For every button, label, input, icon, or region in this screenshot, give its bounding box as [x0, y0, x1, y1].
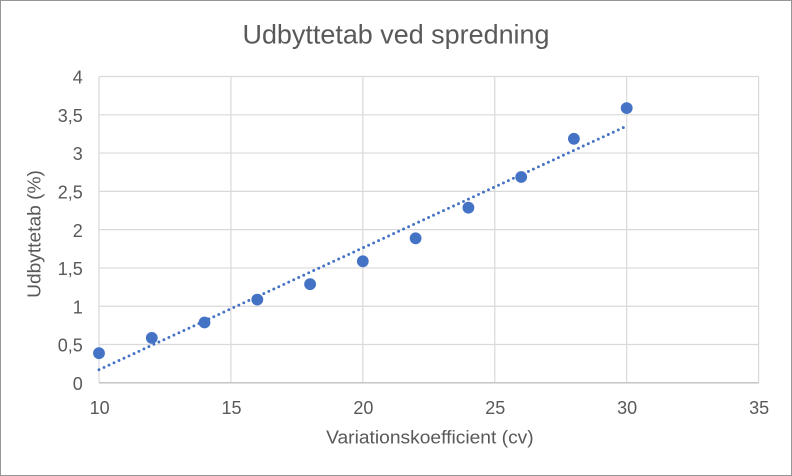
- svg-text:1,5: 1,5: [58, 259, 83, 279]
- svg-text:0: 0: [73, 374, 83, 394]
- svg-text:4: 4: [73, 68, 83, 88]
- svg-text:Variationskoefficient (cv): Variationskoefficient (cv): [326, 427, 534, 447]
- svg-text:Udbyttetab (%): Udbyttetab (%): [25, 170, 45, 298]
- svg-text:10: 10: [90, 398, 110, 418]
- svg-text:20: 20: [353, 398, 373, 418]
- svg-text:1: 1: [73, 297, 83, 317]
- svg-text:2: 2: [73, 221, 83, 241]
- svg-text:2,5: 2,5: [58, 183, 83, 203]
- svg-text:Udbyttetab ved spredning: Udbyttetab ved spredning: [243, 19, 550, 49]
- svg-text:3,5: 3,5: [58, 106, 83, 126]
- svg-text:25: 25: [485, 398, 505, 418]
- svg-text:3: 3: [73, 144, 83, 164]
- svg-text:0,5: 0,5: [58, 336, 83, 356]
- svg-text:30: 30: [617, 398, 637, 418]
- svg-text:15: 15: [221, 398, 241, 418]
- svg-text:35: 35: [749, 398, 769, 418]
